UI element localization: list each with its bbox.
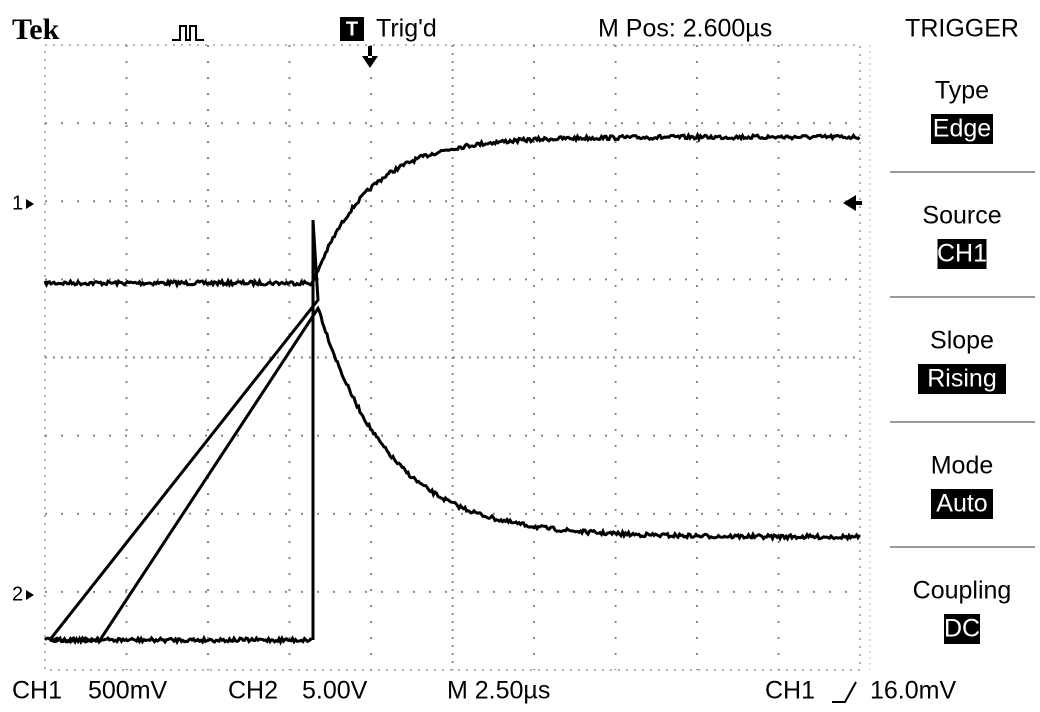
timebase: M 2.50µs (447, 677, 550, 705)
trigger-status: Trig'd (376, 15, 437, 43)
menu-value-box (937, 239, 987, 269)
menu-value: Edge (933, 115, 991, 143)
ch1-marker: 1 (12, 192, 23, 214)
trigger-level-arrow (843, 195, 862, 211)
ch2-marker-arrow (26, 590, 34, 600)
ch2-baseline (43, 634, 313, 646)
trigger-badge: T (346, 18, 358, 40)
menu-value-box (944, 614, 980, 644)
trigger-menu: Type Edge Source CH1 Slope Rising Mode Auto Coup… (869, 45, 1035, 670)
menu-value-box (918, 364, 1006, 394)
ch1-marker-arrow (26, 199, 34, 209)
menu-value: Auto (936, 490, 987, 518)
acquisition-icon (172, 25, 204, 41)
horizontal-position: M Pos: 2.600µs (598, 15, 772, 43)
menu-label: Coupling (913, 577, 1012, 605)
menu-label: Mode (931, 452, 994, 480)
trigger-level: 16.0mV (870, 677, 956, 705)
ch2-scale: 5.00V (302, 677, 368, 705)
menu-label: Source (922, 202, 1001, 230)
ch2-label: CH2 (228, 677, 278, 705)
menu-value-box (931, 114, 993, 144)
menu-title: TRIGGER (905, 15, 1019, 43)
ch1-label: CH1 (12, 677, 62, 705)
trigger-source: CH1 (765, 677, 815, 705)
ch1-trace (43, 131, 861, 289)
menu-value: Rising (927, 365, 996, 393)
menu-value: CH1 (937, 240, 987, 268)
ch1-scale: 500mV (88, 677, 168, 705)
menu-value: DC (944, 615, 980, 643)
menu-label: Type (935, 77, 989, 105)
menu-value-box (931, 489, 993, 519)
trigger-position-arrow (362, 46, 378, 68)
ch2-marker: 2 (12, 583, 23, 605)
menu-label: Slope (930, 327, 994, 355)
traces (43, 131, 861, 646)
trigger-badge-box (340, 17, 364, 41)
ch2-trace (48, 219, 861, 645)
slope-symbol (832, 681, 857, 703)
brand: Tek (12, 13, 60, 46)
